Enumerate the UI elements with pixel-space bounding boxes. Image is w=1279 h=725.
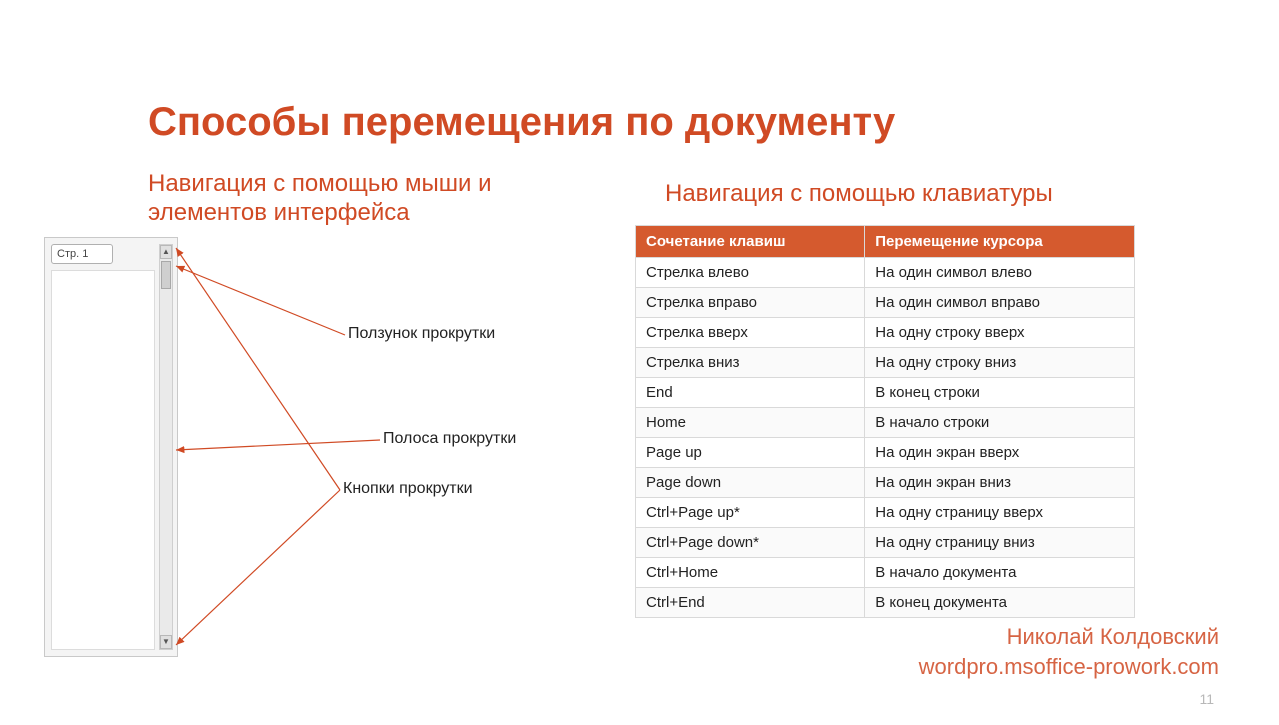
slide-number: 11 xyxy=(1199,691,1214,707)
scroll-up-button[interactable]: ▲ xyxy=(160,245,172,259)
table-cell: В начало документа xyxy=(865,558,1135,588)
scrollbar-track[interactable]: ▲ ▼ xyxy=(159,244,173,650)
table-row: EndВ конец строки xyxy=(636,378,1135,408)
table-cell: Home xyxy=(636,408,865,438)
table-row: Стрелка вправоНа один символ вправо xyxy=(636,288,1135,318)
table-cell: Ctrl+Page up* xyxy=(636,498,865,528)
table-cell: End xyxy=(636,378,865,408)
table-cell: На один экран вверх xyxy=(865,438,1135,468)
scrollbar-thumb[interactable] xyxy=(161,261,171,289)
watermark-author: Николай Колдовский xyxy=(1007,624,1219,650)
table-cell: Стрелка вправо xyxy=(636,288,865,318)
table-cell: Ctrl+Home xyxy=(636,558,865,588)
scroll-down-button[interactable]: ▼ xyxy=(160,635,172,649)
table-header-col2: Перемещение курсора xyxy=(865,226,1135,258)
table-cell: На один экран вниз xyxy=(865,468,1135,498)
callout-buttons: Кнопки прокрутки xyxy=(343,480,473,498)
table-cell: В конец строки xyxy=(865,378,1135,408)
callout-track: Полоса прокрутки xyxy=(383,430,516,448)
watermark-url: wordpro.msoffice-prowork.com xyxy=(919,654,1219,680)
keyboard-shortcuts-table: Сочетание клавиш Перемещение курсора Стр… xyxy=(635,225,1135,618)
slide: Способы перемещения по документу Навигац… xyxy=(0,0,1279,725)
table-row: Стрелка вверхНа одну строку вверх xyxy=(636,318,1135,348)
table-row: Стрелка внизНа одну строку вниз xyxy=(636,348,1135,378)
table-row: Ctrl+Page up*На одну страницу вверх xyxy=(636,498,1135,528)
callout-thumb: Ползунок прокрутки xyxy=(348,325,495,343)
table-cell: В конец документа xyxy=(865,588,1135,618)
table-cell: Стрелка влево xyxy=(636,258,865,288)
table-cell: Стрелка вверх xyxy=(636,318,865,348)
table-row: Page upНа один экран вверх xyxy=(636,438,1135,468)
page-number-box[interactable]: Стр. 1 xyxy=(51,244,113,264)
table-row: Стрелка влевоНа один символ влево xyxy=(636,258,1135,288)
table-header-row: Сочетание клавиш Перемещение курсора xyxy=(636,226,1135,258)
table-cell: Page up xyxy=(636,438,865,468)
table-header-col1: Сочетание клавиш xyxy=(636,226,865,258)
table-cell: Page down xyxy=(636,468,865,498)
subtitle-right: Навигация с помощью клавиатуры xyxy=(665,180,1053,208)
table-cell: В начало строки xyxy=(865,408,1135,438)
subtitle-left: Навигация с помощью мыши и элементов инт… xyxy=(148,170,548,228)
table-cell: На один символ влево xyxy=(865,258,1135,288)
table-cell: Ctrl+End xyxy=(636,588,865,618)
table-cell: На одну строку вверх xyxy=(865,318,1135,348)
table-cell: На один символ вправо xyxy=(865,288,1135,318)
table-row: Ctrl+HomeВ начало документа xyxy=(636,558,1135,588)
table-cell: На одну страницу вверх xyxy=(865,498,1135,528)
scroll-widget: Стр. 1 ▲ ▼ xyxy=(44,237,178,657)
main-title: Способы перемещения по документу xyxy=(148,100,895,145)
table-cell: Стрелка вниз xyxy=(636,348,865,378)
table-row: Page downНа один экран вниз xyxy=(636,468,1135,498)
document-area xyxy=(51,270,155,650)
table-cell: На одну страницу вниз xyxy=(865,528,1135,558)
table-row: HomeВ начало строки xyxy=(636,408,1135,438)
table-cell: На одну строку вниз xyxy=(865,348,1135,378)
table-cell: Ctrl+Page down* xyxy=(636,528,865,558)
table-row: Ctrl+Page down*На одну страницу вниз xyxy=(636,528,1135,558)
table-row: Ctrl+EndВ конец документа xyxy=(636,588,1135,618)
